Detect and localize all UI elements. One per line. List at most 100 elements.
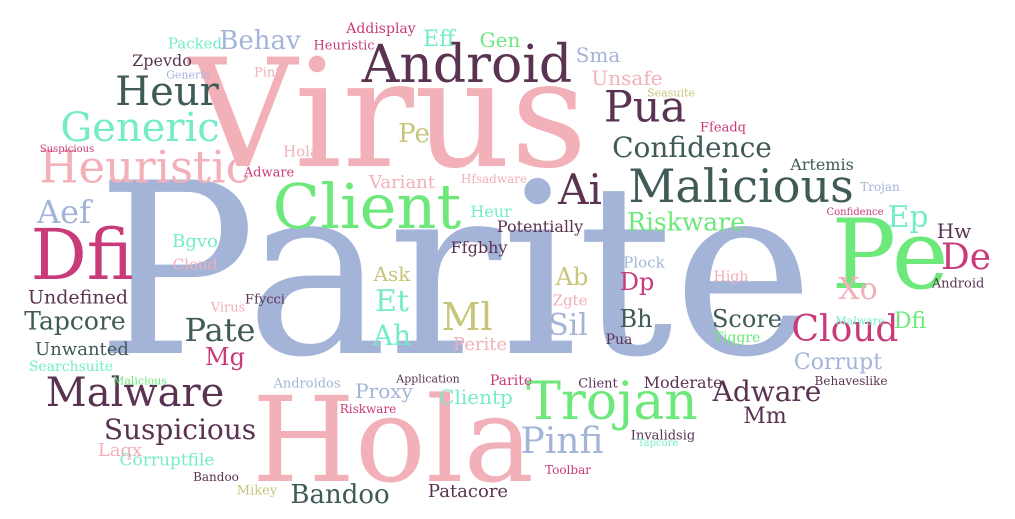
word-ab-41: Ab (555, 263, 589, 291)
word-malware-77: Malware (835, 314, 885, 328)
word-malware-12: Malware (45, 370, 225, 416)
word-behaveslike-78: Behaveslike (814, 374, 888, 388)
word-android-75: Android (931, 276, 985, 292)
word-corrupt-34: Corrupt (793, 350, 883, 375)
word-xo-28: Xo (838, 272, 878, 307)
word-ep-27: Ep (887, 200, 929, 235)
word-malicious-6: Malicious (628, 159, 854, 213)
word-dp-40: Dp (619, 268, 655, 296)
word-trojan-90: Trojan (860, 180, 900, 194)
word-ffgbhy-54: Ffgbhy (450, 238, 508, 257)
word-ai-14: Ai (558, 165, 602, 214)
word-gen-58: Gen (479, 28, 521, 52)
word-confidence-15: Confidence (612, 131, 772, 164)
word-bandoo-23: Bandoo (290, 480, 390, 510)
word-hw-37: Hw (936, 219, 972, 243)
word-tapcore-96: Tapcore (637, 438, 679, 449)
word-androidos-82: Androidos (273, 376, 341, 392)
word-invalidsig-79: Invalidsig (630, 428, 696, 444)
word-aef-25: Aef (37, 193, 91, 231)
word-suspicious-18: Suspicious (103, 413, 257, 446)
word-heuristic-65: Heuristic (313, 38, 375, 54)
word-hfsadware-69: Hfsadware (460, 172, 528, 186)
word-pua-13: Pua (603, 82, 687, 133)
word-heur-50: Heur (470, 202, 512, 221)
word-generic-10: Generic (60, 105, 220, 151)
word-parite-81: Parite (489, 373, 533, 389)
word-laqx-62: Laqx (97, 440, 143, 461)
word-tiggre-76: Tiggre (713, 330, 761, 346)
word-packed-64: Packed (167, 34, 223, 53)
word-sil-31: Sil (548, 308, 588, 343)
word-zgte-72: Zgte (552, 291, 588, 310)
word-bh-32: Bh (619, 305, 653, 333)
word-heur-11: Heur (115, 69, 219, 115)
word-searchsuite-83: Searchsuite (28, 359, 114, 375)
word-clientp-46: Clientp (439, 385, 513, 409)
word-mikey-98: Mikey (236, 483, 278, 499)
word-heuristic-9: Heuristic (39, 140, 251, 194)
word-cloud-70: Cloud (172, 255, 218, 274)
word-sma-59: Sma (575, 43, 621, 67)
word-pua-99: Pua (605, 332, 633, 348)
word-ah-30: Ah (372, 319, 412, 352)
word-trojan-7: Trojan (526, 372, 698, 432)
word-client-4: Client (272, 170, 462, 243)
word-ffeadq-88: Ffeadq (700, 120, 746, 136)
word-unwanted-44: Unwanted (35, 339, 129, 360)
word-confidence-91: Confidence (826, 207, 884, 218)
word-toolbar-95: Toolbar (545, 463, 591, 477)
word-cloud-16: Cloud (791, 309, 899, 350)
word-hola-2: Hola (251, 371, 535, 509)
word-virus-92: Virus (210, 300, 246, 316)
word-suspicious-89: Suspicious (39, 144, 95, 155)
word-pe-36: Pe (398, 119, 430, 149)
word-dfi-8: Dfi (30, 214, 134, 296)
word-undefined-43: Undefined (28, 286, 128, 309)
word-proxy-45: Proxy (355, 379, 413, 403)
word-corruptfile-48: Corruptfile (119, 450, 215, 471)
word-client-80: Client (578, 376, 618, 392)
word-et-29: Et (375, 284, 409, 319)
word-pinfi-17: Pinfi (520, 421, 604, 462)
word-seasuite-87: Seasuite (647, 86, 695, 100)
word-virus-1: Virus (188, 28, 588, 202)
word-adware-22: Adware (712, 375, 822, 408)
word-adware-68: Adware (243, 165, 295, 181)
word-mm-42: Mm (743, 404, 787, 429)
word-moderate-63: Moderate (643, 373, 723, 392)
word-unsafe-56: Unsafe (591, 66, 663, 90)
word-zpevdo-55: Zpevdo (132, 51, 192, 70)
word-android-5: Android (361, 35, 573, 95)
word-behav-35: Behav (219, 26, 301, 56)
word-malicious-84: Malicious (113, 374, 167, 388)
word-pinfi-85: Pinfi (254, 65, 284, 81)
word-patacore-47: Patacore (427, 481, 509, 502)
word-de-26: De (940, 237, 992, 278)
word-score-33: Score (711, 305, 783, 333)
word-ffycci-71: Ffycci (245, 292, 285, 308)
word-riskware-21: Riskware (627, 207, 745, 237)
word-riskware-94: Riskware (339, 402, 397, 416)
word-dfi-38: Dfi (893, 309, 927, 334)
word-pate-19: Pate (184, 311, 256, 349)
word-eff-57: Eff (423, 27, 455, 52)
word-perite-60: Perite (452, 334, 508, 355)
word-ml-20: Ml (441, 295, 493, 339)
word-artemis-61: Artemis (790, 155, 854, 174)
word-bandoo-97: Bandoo (193, 470, 239, 484)
word-high-74: High (713, 269, 749, 285)
word-generic-86: Generic (166, 68, 210, 82)
word-variant-49: Variant (369, 172, 435, 193)
word-plock-73: Plock (623, 253, 665, 272)
word-potentially-51: Potentially (496, 217, 584, 236)
word-addisplay-66: Addisplay (346, 21, 416, 37)
word-bgvo-52: Bgvo (172, 231, 218, 252)
word-mg-39: Mg (205, 343, 245, 371)
word-hola-67: Hola (283, 142, 319, 161)
word-application-93: Application (396, 372, 460, 386)
word-pe-3: Pe (831, 199, 949, 311)
word-ask-53: Ask (373, 262, 411, 286)
word-tapcore-24: Tapcore (24, 306, 126, 336)
